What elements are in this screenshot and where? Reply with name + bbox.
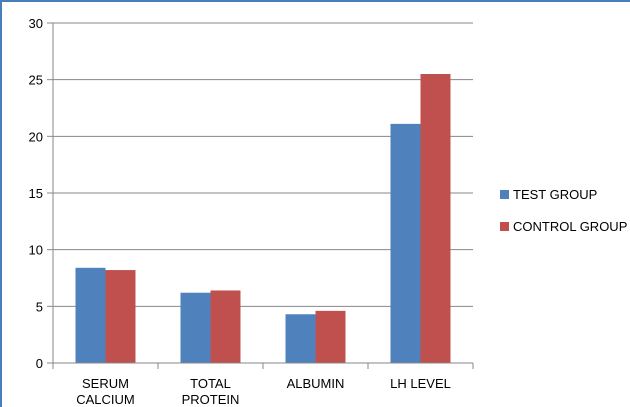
- bar-control-group-serum-calcium: [105, 270, 136, 363]
- legend-label: TEST GROUP: [513, 187, 597, 202]
- bars: [75, 74, 451, 363]
- bar-control-group-lh-level: [420, 74, 451, 363]
- x-tick-label: ALBUMIN: [287, 376, 345, 391]
- legend-label: CONTROL GROUP: [513, 219, 627, 234]
- x-tick-label: CALCIUM: [76, 392, 135, 407]
- bar-test-group-serum-calcium: [75, 267, 106, 363]
- bar-test-group-total-protein: [180, 292, 211, 363]
- legend-swatch: [500, 222, 509, 231]
- x-tick-label: LH LEVEL: [390, 376, 451, 391]
- x-tick-label: TOTAL: [190, 376, 231, 391]
- x-tick-label: SERUM: [82, 376, 129, 391]
- x-tick-label: PROTEIN: [182, 392, 240, 407]
- y-tick-label: 20: [29, 129, 43, 144]
- legend: TEST GROUP CONTROL GROUP: [500, 187, 627, 234]
- y-tick-label: 10: [29, 243, 43, 258]
- y-tick-label: 5: [36, 299, 43, 314]
- bar-test-group-lh-level: [390, 123, 421, 363]
- legend-swatch: [500, 190, 509, 199]
- bar-control-group-total-protein: [210, 290, 241, 363]
- y-tick-label: 0: [36, 356, 43, 371]
- bar-test-group-albumin: [285, 314, 316, 363]
- axes: [47, 22, 474, 369]
- y-tick-label: 25: [29, 73, 43, 88]
- y-tick-label: 30: [29, 16, 43, 31]
- y-tick-label: 15: [29, 186, 43, 201]
- bar-control-group-albumin: [315, 310, 346, 363]
